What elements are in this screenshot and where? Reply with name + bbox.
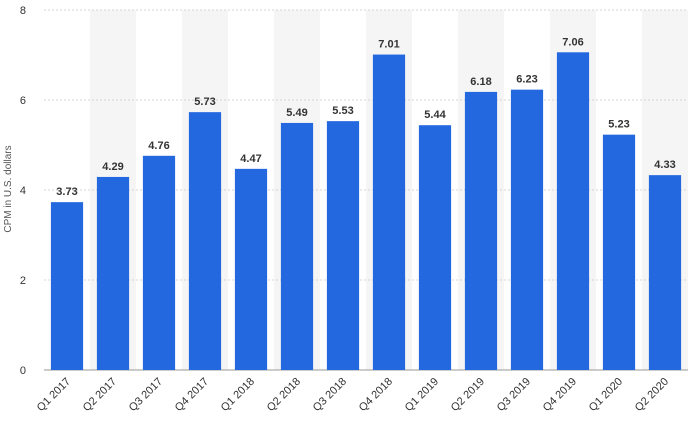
bar [188, 112, 222, 371]
x-tick-label: Q2 2019 [449, 376, 487, 414]
x-tick-label: Q1 2017 [35, 376, 73, 414]
x-tick-label: Q3 2017 [127, 376, 165, 414]
data-label: 7.01 [378, 39, 399, 51]
y-tick-label: 2 [20, 275, 26, 287]
y-tick-label: 6 [20, 95, 26, 107]
y-tick-label: 4 [20, 185, 26, 197]
x-axis-labels: Q1 2017 Q2 2017 Q3 2017 Q4 2017 Q1 2018 Q2 20… [35, 376, 671, 414]
bar [510, 89, 544, 371]
data-label: 4.76 [148, 140, 169, 152]
data-label: 5.49 [286, 107, 307, 119]
data-label: 5.23 [608, 119, 629, 131]
data-label: 5.44 [424, 109, 446, 121]
bar [142, 155, 176, 370]
x-tick-label: Q4 2019 [541, 376, 579, 414]
y-tick-label: 8 [20, 5, 26, 17]
x-tick-label: Q2 2020 [633, 376, 671, 414]
data-label: 7.06 [562, 36, 583, 48]
y-tick-label: 0 [20, 365, 26, 377]
data-label: 4.29 [102, 161, 123, 173]
bar [556, 52, 590, 371]
x-tick-label: Q2 2017 [81, 376, 119, 414]
bar [280, 122, 314, 370]
x-tick-label: Q1 2019 [403, 376, 441, 414]
x-tick-label: Q4 2018 [357, 376, 395, 414]
y-axis-ticks: 0 2 4 6 8 [20, 5, 26, 377]
bar [326, 121, 360, 371]
data-label: 5.53 [332, 105, 353, 117]
data-label: 3.73 [56, 186, 77, 198]
bar [602, 134, 636, 370]
bar [418, 125, 452, 370]
x-tick-label: Q3 2018 [311, 376, 349, 414]
bar [50, 202, 84, 370]
bar [648, 175, 682, 370]
data-label: 4.33 [654, 159, 675, 171]
x-tick-label: Q4 2017 [173, 376, 211, 414]
bar [234, 168, 268, 370]
data-label: 5.73 [194, 96, 215, 108]
data-label: 4.47 [240, 153, 261, 165]
x-tick-label: Q2 2018 [265, 376, 303, 414]
data-label: 6.18 [470, 76, 491, 88]
data-label: 6.23 [516, 74, 537, 86]
bar [464, 91, 498, 371]
x-tick-label: Q1 2018 [219, 376, 257, 414]
x-tick-label: Q1 2020 [587, 376, 625, 414]
bar [372, 54, 406, 371]
bar [96, 176, 130, 370]
x-tick-label: Q3 2019 [495, 376, 533, 414]
bars [50, 52, 682, 371]
y-axis-title: CPM in U.S. dollars [3, 145, 14, 232]
data-labels: 3.73 4.29 4.76 5.73 4.47 5.49 5.53 7.01 5.44 6.18… [56, 36, 675, 198]
